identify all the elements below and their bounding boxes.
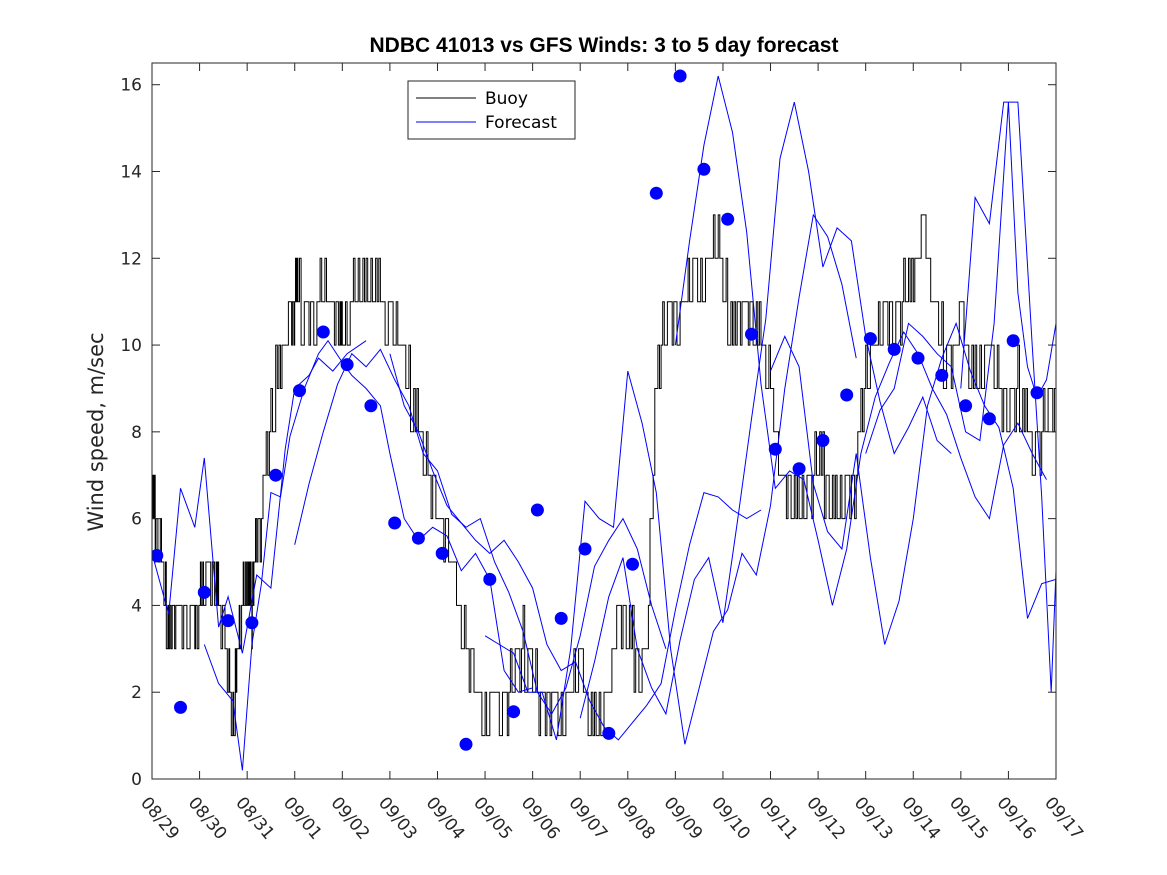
forecast-point xyxy=(721,212,735,226)
forecast-point xyxy=(792,462,806,476)
forecast-point xyxy=(745,327,758,341)
forecast-point xyxy=(507,705,521,719)
y-tick-label: 12 xyxy=(120,249,142,269)
forecast-point xyxy=(152,549,164,562)
forecast-point xyxy=(935,368,949,382)
forecast-point xyxy=(554,611,568,625)
y-tick-label: 6 xyxy=(131,510,142,530)
forecast-run-line xyxy=(579,101,952,719)
y-tick-label: 4 xyxy=(131,596,142,616)
forecast-point xyxy=(483,572,497,586)
forecast-point xyxy=(316,325,330,339)
y-tick-label: 2 xyxy=(131,683,142,703)
forecast-point xyxy=(245,616,259,630)
legend-forecast-label: Forecast xyxy=(485,113,557,133)
legend: Buoy Forecast xyxy=(407,80,576,140)
forecast-point xyxy=(840,388,854,402)
y-tick-label: 0 xyxy=(131,770,142,790)
y-tick-label: 8 xyxy=(131,423,142,443)
forecast-point xyxy=(459,737,473,751)
forecast-point xyxy=(578,542,592,556)
forecast-run-line xyxy=(674,75,1047,606)
forecast-point xyxy=(697,162,711,176)
forecast-point xyxy=(435,546,449,560)
forecast-run-line xyxy=(294,348,667,715)
forecast-point xyxy=(269,468,283,482)
forecast-run-line xyxy=(484,213,857,745)
forecast-point xyxy=(768,442,782,456)
forecast-point xyxy=(364,399,378,413)
chart-title: NDBC 41013 vs GFS Winds: 3 to 5 day fore… xyxy=(370,34,839,57)
forecast-run-line xyxy=(865,102,1056,454)
forecast-point xyxy=(673,69,687,83)
forecast-point xyxy=(221,614,235,628)
forecast-point xyxy=(982,412,996,426)
forecast-run-line xyxy=(152,340,367,654)
forecast-point xyxy=(602,726,616,740)
forecast-point xyxy=(411,531,425,545)
forecast-point xyxy=(959,399,973,413)
forecast-point xyxy=(197,585,211,599)
plot-area xyxy=(152,63,1056,779)
forecast-point xyxy=(626,557,639,571)
plot-frame xyxy=(151,62,1057,780)
forecast-point xyxy=(340,358,354,372)
forecast-point xyxy=(530,503,544,517)
forecast-run-line xyxy=(960,101,1056,693)
forecast-point xyxy=(816,434,830,447)
y-tick-label: 10 xyxy=(120,336,142,356)
forecast-point xyxy=(887,342,901,356)
legend-box xyxy=(407,80,576,140)
forecast-run-line xyxy=(770,321,1056,645)
forecast-point xyxy=(1030,386,1044,400)
y-tick-label: 16 xyxy=(120,76,142,96)
forecast-point xyxy=(293,384,306,398)
y-axis-label: Wind speed, m/sec xyxy=(84,332,108,531)
forecast-point xyxy=(388,516,402,530)
forecast-point xyxy=(911,351,925,365)
forecast-run-line xyxy=(389,353,762,741)
forecast-point xyxy=(863,332,877,346)
forecast-point xyxy=(649,186,663,200)
y-tick-label: 14 xyxy=(120,162,142,182)
series-layer xyxy=(152,69,1056,771)
legend-buoy-label: Buoy xyxy=(485,89,528,109)
forecast-point xyxy=(174,700,187,714)
forecast-point xyxy=(1006,334,1020,348)
buoy-series-line xyxy=(152,214,1056,737)
